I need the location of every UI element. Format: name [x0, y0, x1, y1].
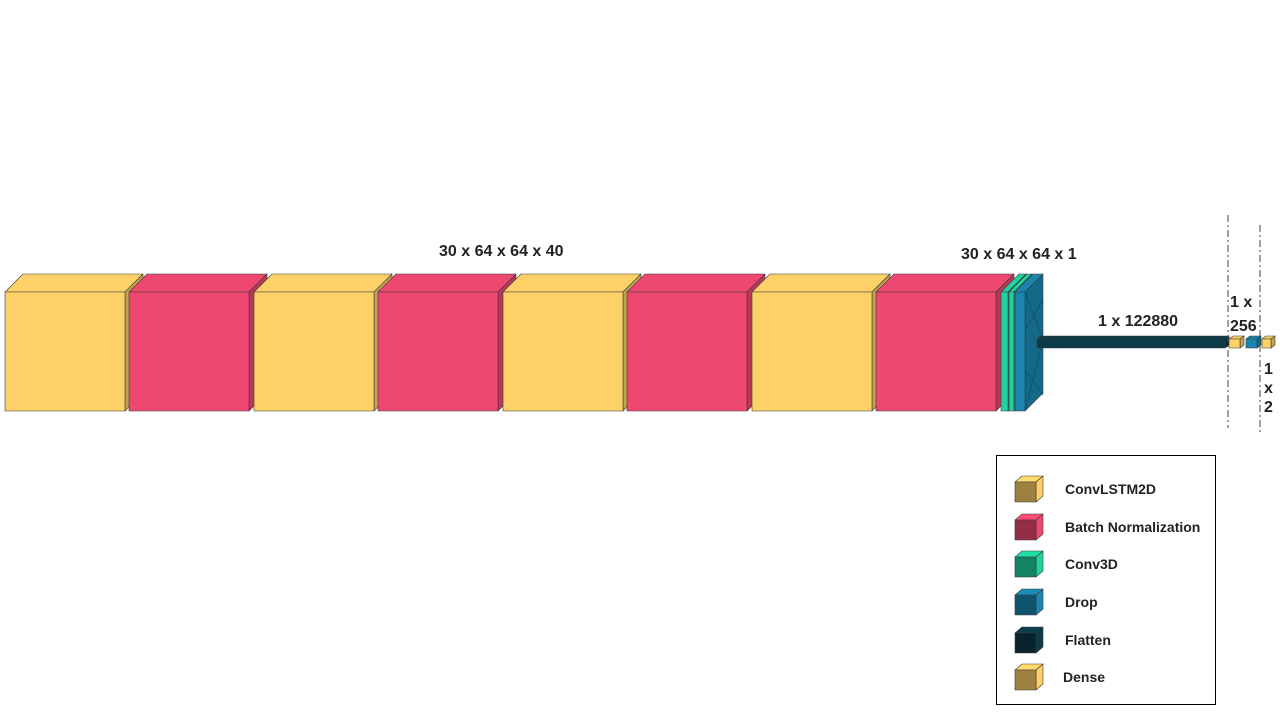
- cube-icon: [1014, 475, 1044, 503]
- top-face: [502, 273, 642, 293]
- icon-front-face: [1014, 556, 1037, 578]
- front-face: [751, 291, 873, 412]
- legend-item-flatten: Flatten: [1013, 625, 1213, 655]
- legend-label: Conv3D: [1065, 556, 1118, 572]
- icon-front-face: [1014, 669, 1037, 691]
- batch-normalization-block: [626, 273, 766, 412]
- legend-item-conv3d: Conv3D: [1013, 549, 1213, 579]
- legend-label: Dense: [1063, 669, 1106, 685]
- cube-icon: [1014, 550, 1044, 578]
- convlstm2d-block: [502, 273, 642, 412]
- dense1-output-shape-label: 1 x 256: [1230, 294, 1257, 335]
- front-face: [626, 291, 748, 412]
- batch-normalization-block: [875, 273, 1015, 412]
- icon-front-face: [1014, 481, 1037, 503]
- icon-front-face: [1014, 632, 1037, 654]
- legend-label: Flatten: [1065, 632, 1111, 648]
- cube-icon: [1014, 513, 1044, 541]
- convlstm-output-shape-label: 30 x 64 x 64 x 40: [439, 243, 564, 260]
- convlstm2d-block: [253, 273, 393, 412]
- front-face: [1245, 338, 1258, 349]
- front-face: [377, 291, 499, 412]
- dense-block: [1261, 335, 1276, 349]
- legend: ConvLSTM2D Batch Normalization Conv3D Dr…: [996, 455, 1216, 705]
- convlstm2d-block: [751, 273, 891, 412]
- front-face: [1036, 338, 1226, 349]
- top-face: [626, 273, 766, 293]
- top-face: [1036, 335, 1230, 340]
- top-face: [751, 273, 891, 293]
- front-face: [128, 291, 250, 412]
- legend-item-drop: Drop: [1013, 587, 1213, 617]
- convlstm2d-block: [4, 273, 144, 412]
- batch-normalization-block: [377, 273, 517, 412]
- front-face: [1000, 291, 1009, 412]
- top-face: [875, 273, 1015, 293]
- flatten-block: [1036, 335, 1230, 349]
- front-face: [1261, 338, 1272, 349]
- top-face: [4, 273, 144, 293]
- front-face: [1228, 338, 1241, 349]
- front-face: [4, 291, 126, 412]
- cube-icon: [1014, 588, 1044, 616]
- legend-label: Batch Normalization: [1065, 519, 1201, 535]
- icon-front-face: [1014, 519, 1037, 541]
- drop-block-detail: [1024, 291, 1044, 412]
- legend-label: Drop: [1065, 594, 1098, 610]
- drop-block: [1245, 335, 1262, 349]
- top-face: [253, 273, 393, 293]
- detail-line: [1024, 291, 1044, 341]
- top-face: [377, 273, 517, 293]
- detail-line: [1024, 299, 1044, 331]
- front-face: [502, 291, 624, 412]
- icon-front-face: [1014, 594, 1037, 616]
- dense-block: [1228, 335, 1245, 349]
- conv3d-output-shape-label: 30 x 64 x 64 x 1: [961, 246, 1077, 263]
- legend-item-batch-normalization: Batch Normalization: [1013, 512, 1213, 542]
- front-face: [253, 291, 375, 412]
- detail-line: [1024, 339, 1044, 412]
- front-face: [875, 291, 997, 412]
- legend-item-dense: Dense: [1013, 662, 1213, 692]
- legend-label: ConvLSTM2D: [1065, 481, 1156, 497]
- flatten-output-shape-label: 1 x 122880: [1098, 313, 1179, 330]
- detail-line: [1024, 369, 1044, 396]
- front-face: [1014, 291, 1026, 412]
- front-face: [1008, 291, 1015, 412]
- legend-item-convlstm2d: ConvLSTM2D: [1013, 474, 1213, 504]
- cube-icon: [1014, 626, 1044, 654]
- cube-icon: [1014, 663, 1044, 691]
- top-face: [128, 273, 268, 293]
- batch-normalization-block: [128, 273, 268, 412]
- dense2-output-shape-label: 1 x 2: [1264, 361, 1273, 416]
